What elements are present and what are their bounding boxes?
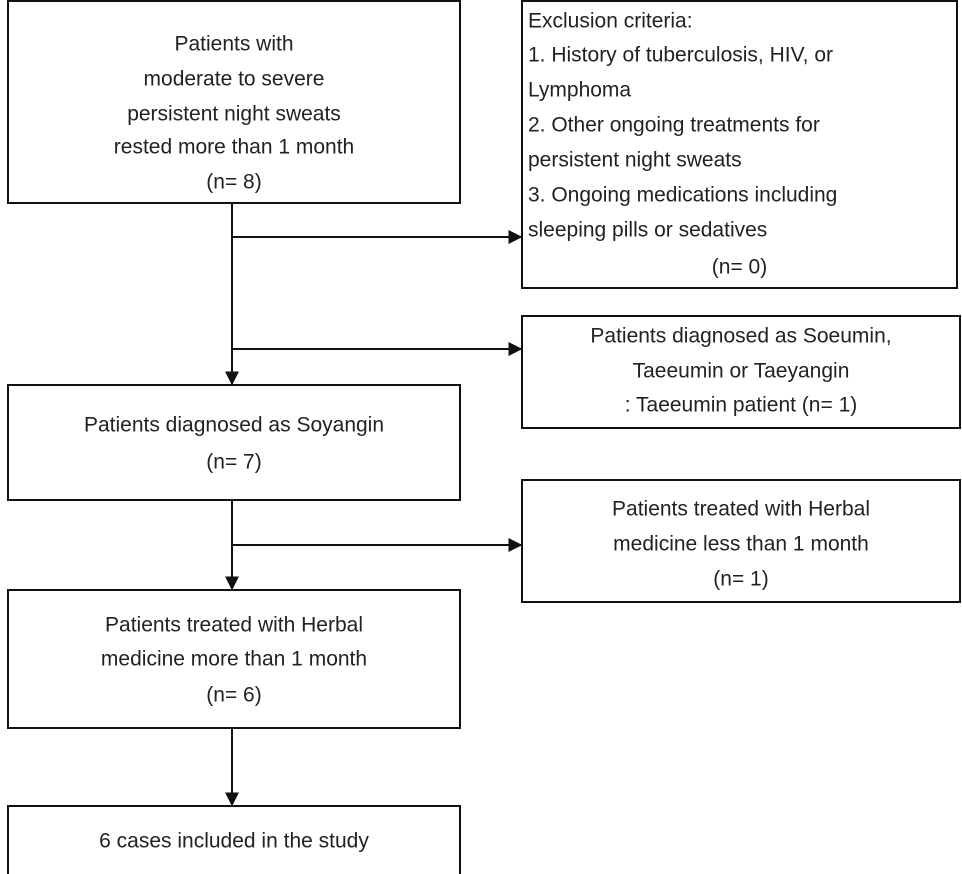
box-text: Patients diagnosed as Soeumin, — [590, 325, 891, 348]
box-text: medicine more than 1 month — [101, 648, 367, 671]
box-text: rested more than 1 month — [114, 136, 354, 159]
box-text: 6 cases included in the study — [99, 830, 369, 853]
box-text: (n= 7) — [206, 451, 261, 474]
box-text: (n= 8) — [206, 171, 261, 194]
box — [7, 0, 461, 204]
box — [7, 384, 461, 501]
box-text: medicine less than 1 month — [613, 533, 869, 556]
box — [521, 315, 961, 429]
box-text: Taeeumin or Taeyangin — [633, 360, 850, 383]
box-text: persistent night sweats — [127, 103, 341, 126]
box-text: Exclusion criteria: — [528, 10, 693, 33]
box-text: Lymphoma — [528, 79, 631, 102]
box-text: (n= 0) — [712, 256, 767, 279]
box-text: 1. History of tuberculosis, HIV, or — [528, 44, 833, 67]
box-text: 2. Other ongoing treatments for — [528, 114, 820, 137]
box-text: 3. Ongoing medications including — [528, 184, 837, 207]
connectors — [225, 203, 523, 807]
box-text: sleeping pills or sedatives — [528, 219, 767, 242]
box-text: moderate to severe — [144, 68, 325, 91]
box — [521, 479, 961, 603]
box-text: (n= 6) — [206, 684, 261, 707]
box-text: (n= 1) — [713, 568, 768, 591]
box-text: Patients treated with Herbal — [612, 498, 870, 521]
box — [7, 805, 461, 874]
box — [7, 589, 461, 729]
box-text: Patients with — [174, 33, 293, 56]
box-text: Patients diagnosed as Soyangin — [84, 414, 384, 437]
box — [521, 0, 958, 289]
box-text: persistent night sweats — [528, 149, 742, 172]
box-text: Patients treated with Herbal — [105, 614, 363, 637]
box-text: : Taeeumin patient (n= 1) — [625, 394, 858, 417]
